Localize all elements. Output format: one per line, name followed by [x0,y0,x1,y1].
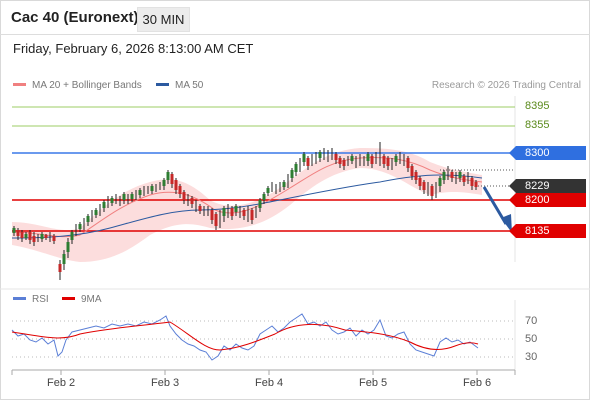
ma50-line [11,174,483,239]
level-label-8395: 8395 [525,100,550,112]
legend-rsi-label: RSI [32,294,49,305]
rsi-tick-70: 70 [525,315,538,327]
header-bar: Cac 40 (Euronext) 30 MIN [0,0,590,35]
legend-9ma: 9MA [62,294,102,305]
last-price-tag: 8229 [509,179,586,193]
legend-9ma-label: 9MA [81,294,102,305]
legend-ma20-label: MA 20 + Bollinger Bands [32,80,142,91]
x-label-feb5: Feb 5 [359,377,388,389]
rsi-tick-50: 50 [525,333,538,345]
instrument-title: Cac 40 (Euronext) [11,9,139,26]
level-label-8355: 8355 [525,119,550,131]
legend-rsi: RSI [13,294,49,305]
timeframe-button[interactable]: 30 MIN [137,7,190,32]
bollinger-band [12,148,482,262]
rsi-swatch-icon [13,296,26,300]
x-label-feb6: Feb 6 [463,377,492,389]
x-label-feb4: Feb 4 [255,377,284,389]
support-tag-8135: 8135 [509,224,586,238]
9ma-swatch-icon [62,296,75,300]
rsi-line [11,313,479,361]
research-credit: Research © 2026 Trading Central [431,80,581,91]
legend-ma50-label: MA 50 [175,80,204,91]
datetime-label: Friday, February 6, 2026 8:13:00 AM CET [13,41,254,56]
legend-ma20: MA 20 + Bollinger Bands [13,80,142,91]
forecast-arrow-icon [482,186,512,233]
x-label-feb3: Feb 3 [151,377,180,389]
pivot-tag: 8300 [509,146,586,160]
ma50-swatch-icon [156,82,169,86]
legend-ma50: MA 50 [156,80,203,91]
support-tag-8200: 8200 [509,193,586,207]
rsi-tick-30: 30 [525,351,538,363]
x-label-feb2: Feb 2 [47,377,76,389]
candles [12,142,478,280]
rsi-ma-line [11,321,479,351]
ma20-swatch-icon [13,82,26,86]
